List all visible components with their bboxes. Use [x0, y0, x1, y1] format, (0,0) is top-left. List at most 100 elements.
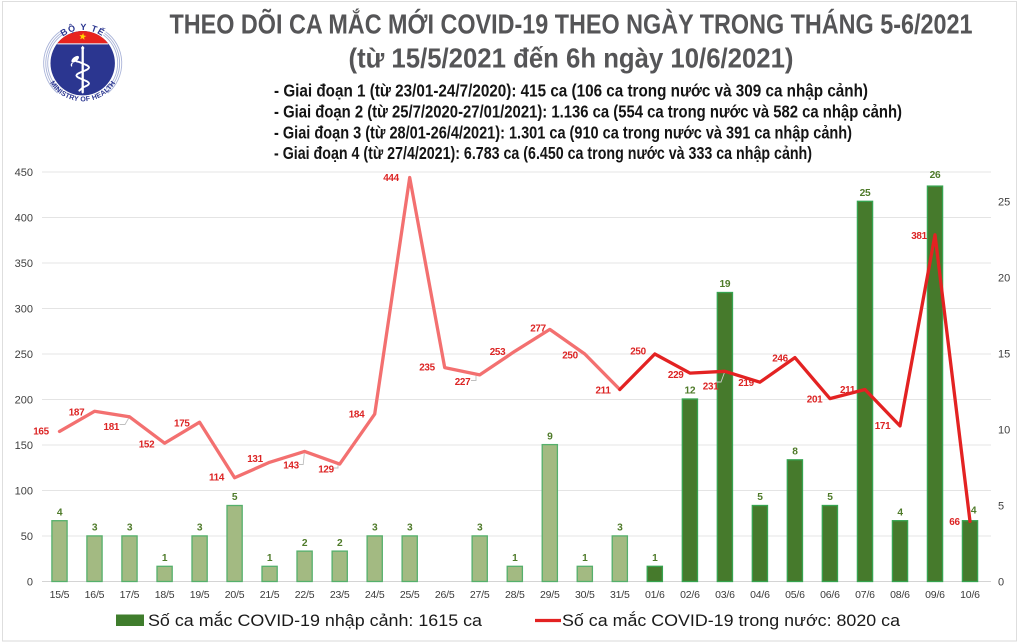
svg-text:30/5: 30/5 [575, 589, 595, 601]
svg-text:07/6: 07/6 [855, 589, 875, 601]
svg-text:1: 1 [582, 553, 588, 564]
svg-text:250: 250 [562, 351, 578, 362]
svg-text:231: 231 [703, 382, 719, 393]
svg-text:66: 66 [949, 517, 960, 528]
svg-text:175: 175 [174, 419, 190, 430]
svg-text:15/5: 15/5 [50, 589, 70, 601]
svg-text:22/5: 22/5 [295, 589, 315, 601]
svg-text:229: 229 [668, 370, 684, 381]
svg-text:129: 129 [318, 465, 334, 476]
svg-text:5: 5 [757, 492, 763, 503]
svg-text:3: 3 [617, 523, 623, 534]
svg-text:24/5: 24/5 [365, 589, 385, 601]
svg-text:5: 5 [827, 492, 833, 503]
svg-text:171: 171 [875, 421, 891, 432]
svg-text:20: 20 [998, 272, 1010, 284]
svg-text:08/6: 08/6 [890, 589, 910, 601]
svg-text:444: 444 [383, 173, 399, 184]
svg-text:219: 219 [738, 378, 754, 389]
svg-text:100: 100 [15, 486, 33, 498]
svg-text:23/5: 23/5 [330, 589, 350, 601]
svg-text:131: 131 [247, 454, 263, 465]
svg-text:15: 15 [998, 348, 1010, 360]
svg-text:THEO DÕI CA MẮC MỚI COVID-19 T: THEO DÕI CA MẮC MỚI COVID-19 THEO NGÀY T… [170, 9, 973, 40]
svg-text:211: 211 [595, 386, 611, 397]
svg-text:3: 3 [92, 523, 98, 534]
svg-text:0: 0 [998, 577, 1004, 589]
svg-text:277: 277 [530, 324, 546, 335]
svg-text:5: 5 [998, 501, 1004, 513]
svg-text:BỘ Y TẾ: BỘ Y TẾ [59, 22, 107, 39]
svg-text:4: 4 [971, 506, 977, 517]
svg-text:- Giai đoạn 1 (từ 23/01-24/7/2: - Giai đoạn 1 (từ 23/01-24/7/2020): 415 … [274, 80, 868, 100]
svg-text:16/5: 16/5 [85, 589, 105, 601]
svg-text:09/6: 09/6 [925, 589, 945, 601]
svg-text:450: 450 [15, 167, 33, 179]
svg-text:25: 25 [998, 196, 1010, 208]
svg-text:10/6: 10/6 [960, 589, 980, 601]
svg-text:1: 1 [267, 553, 273, 564]
svg-text:4: 4 [57, 507, 63, 518]
svg-text:201: 201 [807, 395, 823, 406]
svg-text:18/5: 18/5 [155, 589, 175, 601]
svg-text:300: 300 [15, 304, 33, 316]
svg-text:250: 250 [15, 349, 33, 361]
svg-text:50: 50 [21, 531, 33, 543]
svg-text:26/5: 26/5 [435, 589, 455, 601]
svg-text:19/5: 19/5 [190, 589, 210, 601]
svg-text:114: 114 [209, 473, 225, 484]
svg-text:235: 235 [419, 362, 435, 373]
svg-text:200: 200 [15, 395, 33, 407]
svg-text:9: 9 [547, 431, 553, 442]
svg-text:02/6: 02/6 [680, 589, 700, 601]
svg-text:3: 3 [197, 523, 203, 534]
svg-text:25: 25 [860, 188, 871, 199]
svg-text:8: 8 [792, 447, 798, 458]
svg-text:28/5: 28/5 [505, 589, 525, 601]
svg-text:211: 211 [840, 385, 856, 396]
svg-text:10: 10 [998, 424, 1010, 436]
svg-text:184: 184 [349, 410, 365, 421]
svg-text:25/5: 25/5 [400, 589, 420, 601]
svg-text:181: 181 [104, 422, 120, 433]
svg-text:Số ca mắc COVID-19 trong nước:: Số ca mắc COVID-19 trong nước: 8020 ca [562, 611, 901, 630]
svg-text:1: 1 [512, 553, 518, 564]
svg-text:5: 5 [232, 492, 238, 503]
svg-text:150: 150 [15, 440, 33, 452]
svg-text:3: 3 [372, 523, 378, 534]
svg-text:29/5: 29/5 [540, 589, 560, 601]
svg-text:4: 4 [897, 507, 903, 518]
svg-text:350: 350 [15, 258, 33, 270]
svg-text:1: 1 [162, 553, 168, 564]
svg-text:152: 152 [139, 440, 155, 451]
svg-text:400: 400 [15, 213, 33, 225]
svg-text:143: 143 [283, 461, 299, 472]
svg-text:165: 165 [33, 427, 49, 438]
svg-text:- Giai đoạn 4 (từ 27/4/2021):: - Giai đoạn 4 (từ 27/4/2021): 6.783 ca (… [274, 143, 812, 163]
svg-text:Số ca mắc COVID-19 nhập cảnh:: Số ca mắc COVID-19 nhập cảnh: 1615 ca [148, 611, 483, 630]
svg-text:2: 2 [302, 538, 308, 549]
svg-text:250: 250 [630, 347, 646, 358]
svg-text:01/6: 01/6 [645, 589, 665, 601]
svg-text:1: 1 [652, 553, 658, 564]
svg-text:26: 26 [930, 170, 941, 181]
svg-text:21/5: 21/5 [260, 589, 280, 601]
svg-text:19: 19 [720, 279, 731, 290]
svg-text:3: 3 [127, 523, 133, 534]
svg-text:03/6: 03/6 [715, 589, 735, 601]
svg-text:3: 3 [407, 523, 413, 534]
svg-text:381: 381 [911, 231, 927, 242]
svg-text:187: 187 [69, 407, 85, 418]
svg-text:06/6: 06/6 [820, 589, 840, 601]
svg-text:- Giai đoạn 2 (từ 25/7/2020-27: - Giai đoạn 2 (từ 25/7/2020-27/01/2021):… [274, 101, 902, 121]
svg-text:04/6: 04/6 [750, 589, 770, 601]
svg-text:27/5: 27/5 [470, 589, 490, 601]
svg-text:253: 253 [490, 347, 506, 358]
svg-text:20/5: 20/5 [225, 589, 245, 601]
svg-text:17/5: 17/5 [120, 589, 140, 601]
svg-text:(từ 15/5/2021 đến 6h ngày 10/6: (từ 15/5/2021 đến 6h ngày 10/6/2021) [349, 43, 794, 74]
svg-text:3: 3 [477, 523, 483, 534]
svg-text:227: 227 [455, 377, 471, 388]
svg-text:0: 0 [27, 577, 33, 589]
svg-text:- Giai đoạn 3 (từ 28/01-26/4/2: - Giai đoạn 3 (từ 28/01-26/4/2021): 1.30… [274, 122, 852, 142]
